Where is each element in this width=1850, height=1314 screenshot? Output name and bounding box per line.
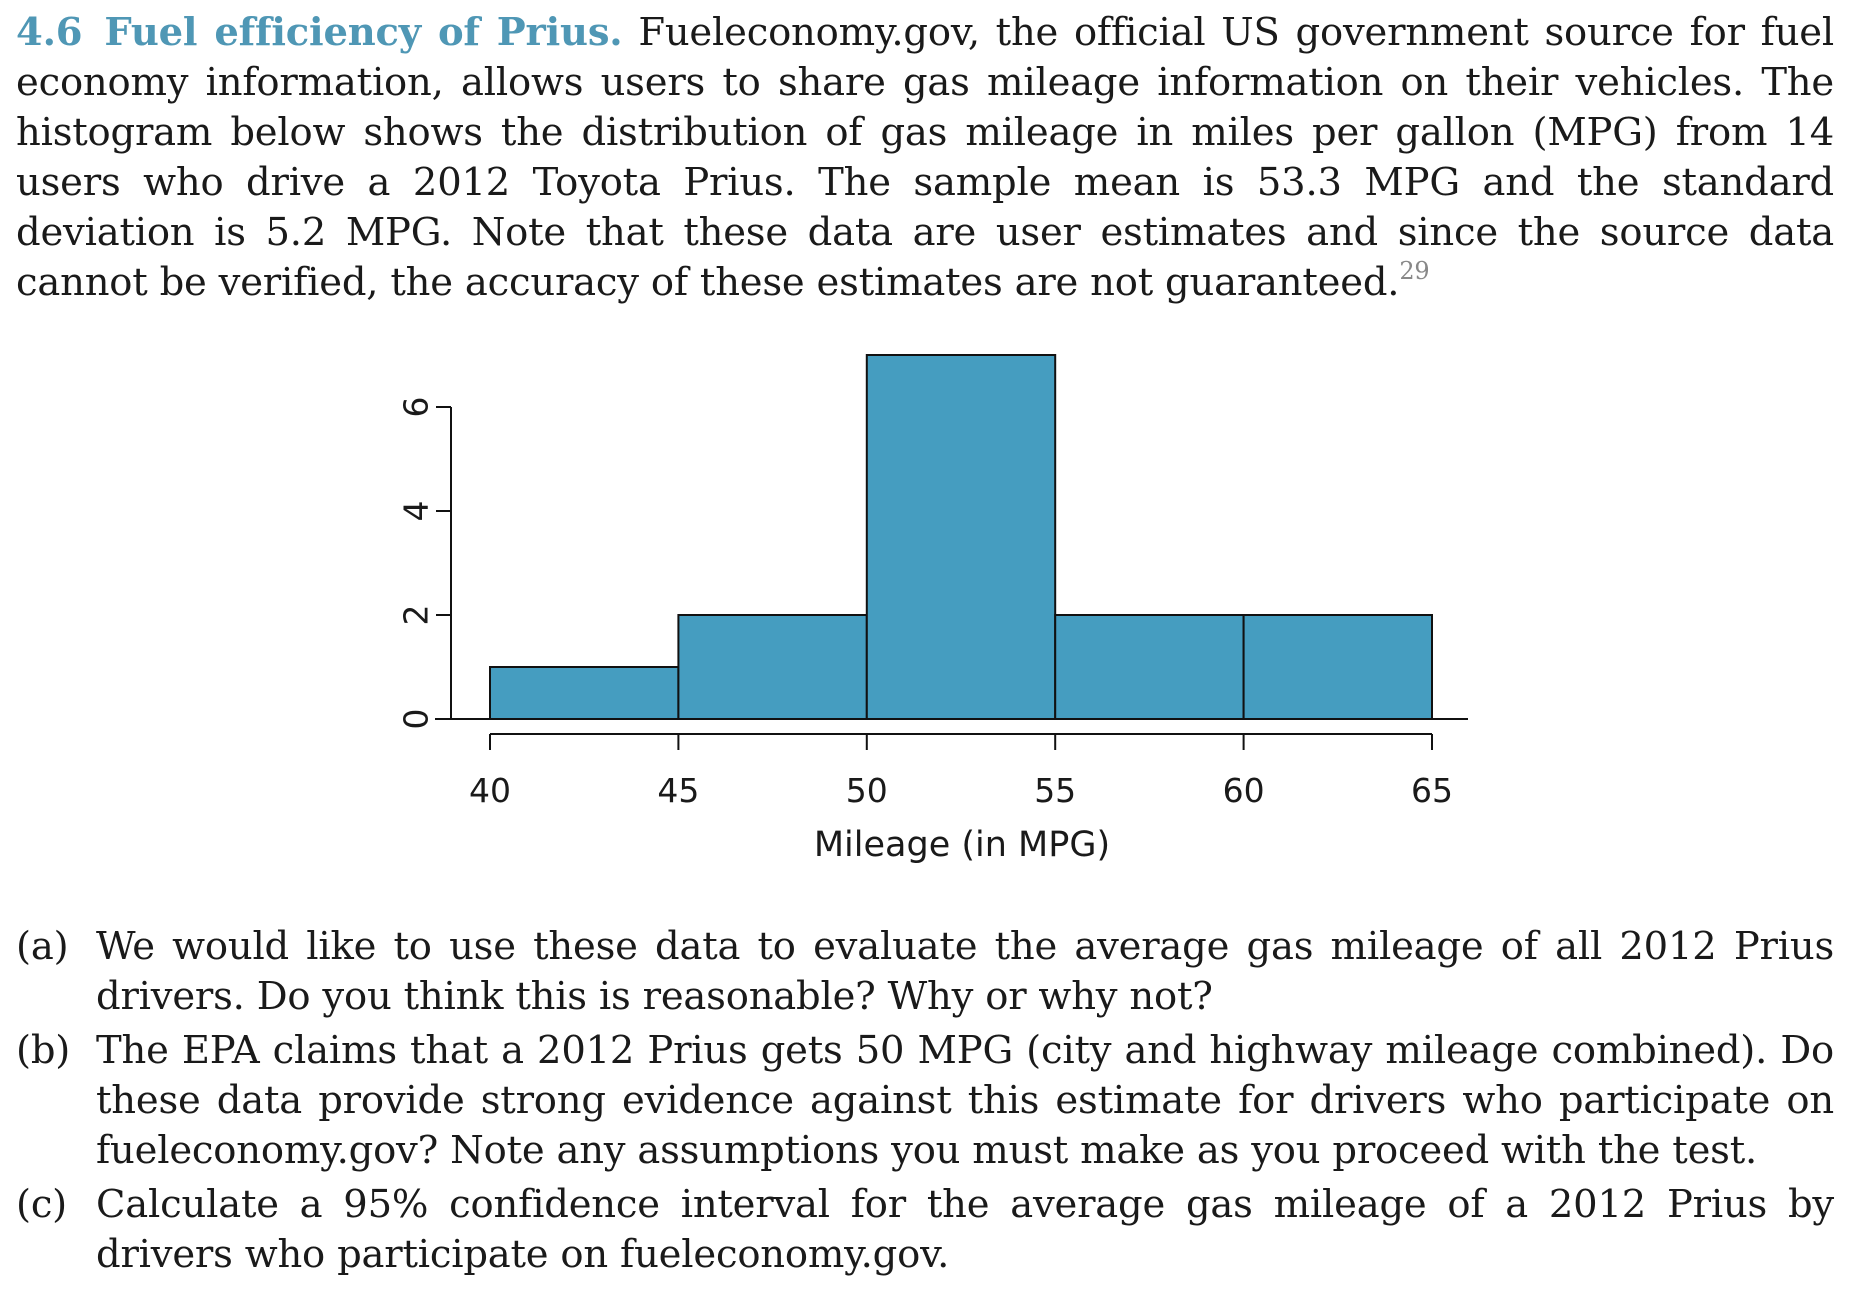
y-tick-label: 4 [397,501,436,522]
y-tick-label: 2 [397,605,436,626]
x-axis-label: Mileage (in MPG) [814,825,1110,865]
histogram-bar [865,354,1057,720]
question-part-c: (c) Calculate a 95% confidence interval … [16,1180,1834,1280]
histogram-bar [1242,614,1433,720]
part-text: Calculate a 95% confidence interval for … [96,1182,1834,1277]
x-tick-label: 65 [1411,771,1453,810]
x-tick-label: 45 [657,771,699,810]
question-part-b: (b) The EPA claims that a 2012 Prius get… [16,1026,1834,1176]
problem-text: Fueleconomy.gov, the official US governm… [16,10,1834,305]
part-label: (c) [16,1182,68,1227]
footnote-mark: 29 [1399,257,1430,285]
problem-title: Fuel efficiency of Prius. [104,10,623,55]
question-parts: (a) We would like to use these data to e… [16,922,1834,1284]
x-tick-label: 60 [1223,771,1265,810]
histogram-bar [1054,614,1245,720]
histogram-bar [677,614,868,720]
x-tick-label: 50 [846,771,888,810]
problem-statement: 4.6 Fuel efficiency of Prius. Fueleconomy… [16,8,1834,308]
problem-number: 4.6 [16,10,83,55]
x-tick-label: 40 [469,771,511,810]
y-tick-label: 0 [397,709,436,730]
question-part-a: (a) We would like to use these data to e… [16,922,1834,1022]
part-label: (a) [16,924,69,969]
x-tick-label: 55 [1034,771,1076,810]
part-text: The EPA claims that a 2012 Prius gets 50… [96,1028,1834,1173]
y-tick-label: 6 [397,397,436,418]
part-text: We would like to use these data to evalu… [96,924,1834,1019]
histogram-bar [489,666,680,720]
part-label: (b) [16,1028,71,1073]
